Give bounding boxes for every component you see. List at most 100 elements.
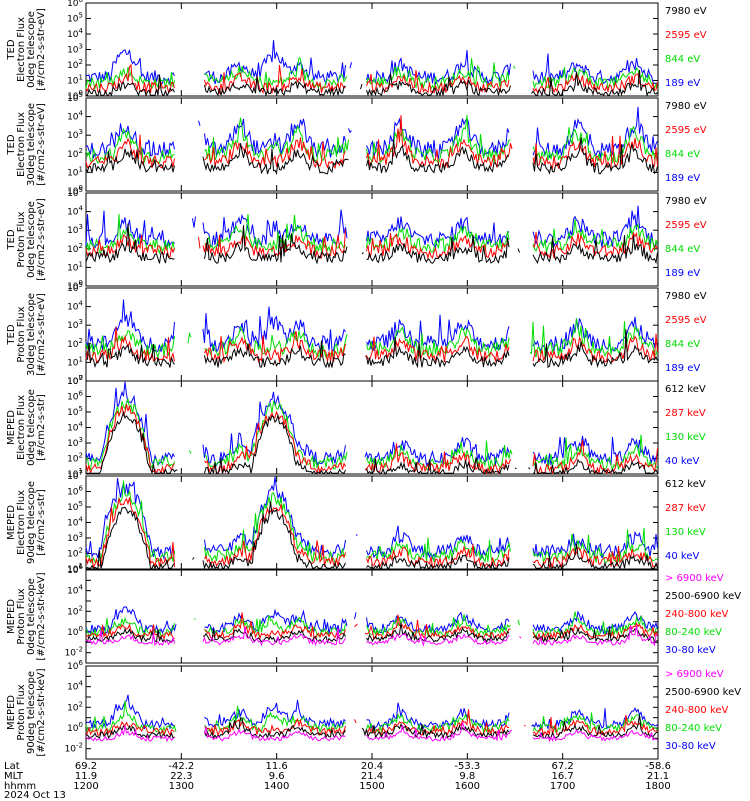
legend-entry: 287 keV	[665, 408, 706, 419]
y-axis-label-line: [#/cm2-s-str-eV]	[36, 293, 47, 376]
y-tick-label: 104	[67, 421, 83, 434]
series-line	[85, 700, 658, 735]
series-line	[85, 137, 658, 175]
y-axis-label-line: Proton Flux	[16, 588, 27, 644]
footer-lat: 20.4	[360, 761, 384, 772]
y-axis-label-line: 0deg telescope	[26, 201, 37, 278]
y-axis-label-line: 0deg telescope	[26, 11, 37, 88]
y-tick-label: 100	[67, 721, 83, 734]
y-axis-label-line: 0deg telescope	[26, 578, 37, 655]
y-axis-label-line: Electron Flux	[16, 395, 27, 460]
footer-hhmm: 1700	[549, 781, 576, 792]
series-line	[85, 497, 658, 570]
y-axis-label-line: TED	[6, 229, 17, 250]
series-line	[85, 722, 658, 743]
series-line	[85, 40, 658, 86]
y-axis-label-line: [#/cm2-s-str]	[36, 394, 47, 461]
y-axis-label-line: 0deg telescope	[26, 389, 37, 466]
y-tick-label: 101	[67, 355, 83, 368]
legend-entry: 189 eV	[665, 78, 700, 89]
footer-lat: 69.2	[74, 761, 98, 772]
series-line	[85, 709, 658, 737]
series-line	[85, 57, 658, 91]
footer-mlt: 9.6	[268, 771, 285, 782]
series-line	[85, 606, 658, 636]
series-line	[85, 299, 658, 354]
series-line	[86, 410, 658, 475]
footer-mlt: 21.1	[646, 771, 670, 782]
footer-column: 69.2 11.9 1200	[66, 762, 106, 792]
legend-entry: 2595 eV	[665, 125, 707, 136]
y-tick-label: 102	[67, 147, 83, 160]
footer-lat: 67.2	[551, 761, 574, 772]
series-line	[85, 205, 658, 249]
legend-entry: 2595 eV	[665, 30, 707, 41]
y-axis-label-line: 90deg telescope	[26, 481, 37, 564]
y-axis-label-line: TED	[6, 134, 17, 155]
legend-entry: 2500-6900 keV	[665, 591, 741, 602]
series-line	[85, 625, 658, 648]
series-line	[85, 501, 658, 570]
panel-frame	[85, 569, 659, 664]
y-tick-label: 106	[67, 659, 83, 672]
footer-hhmm: 1300	[168, 781, 195, 792]
series-line	[85, 381, 658, 467]
y-tick-label: 102	[67, 337, 83, 350]
y-tick-label: 107	[67, 374, 83, 387]
legend-entry: > 6900 keV	[665, 669, 724, 680]
y-tick-label: 101	[67, 165, 83, 178]
footer-lat: 11.6	[265, 761, 288, 772]
series-line	[85, 115, 658, 170]
legend-entry: > 6900 keV	[665, 573, 724, 584]
y-axis-label-line: [#/cm2-s-str]	[36, 489, 47, 556]
y-tick-label: 104	[67, 205, 83, 218]
legend-entry: 2500-6900 keV	[665, 687, 741, 698]
legend-entry: 2595 eV	[665, 220, 707, 231]
legend-entry: 30-80 keV	[665, 645, 716, 656]
footer-mlt: 11.9	[74, 771, 98, 782]
y-axis-label-line: MEPED	[6, 599, 17, 634]
y-tick-label: 104	[67, 516, 83, 529]
series-line	[85, 714, 658, 740]
series-line	[85, 229, 658, 260]
y-axis-label-line: Proton Flux	[16, 306, 27, 362]
legend-entry: 7980 eV	[665, 196, 707, 207]
y-tick-label: 103	[67, 128, 83, 141]
y-axis-label-line: MEPED	[6, 505, 17, 540]
footer-row-label-mlt: MLT	[4, 771, 23, 782]
footer-column: 20.4 21.4 1500	[352, 762, 392, 792]
legend-entry: 189 eV	[665, 173, 700, 184]
legend-entry: 40 keV	[665, 456, 699, 467]
y-tick-label: 101	[67, 74, 83, 87]
y-axis-label-line: [#/cm2-s-str-eV]	[36, 198, 47, 281]
y-tick-label: 102	[67, 242, 83, 255]
y-tick-label: 101	[67, 260, 83, 273]
y-axis-label-line: Proton Flux	[16, 211, 27, 267]
y-tick-label: 10-2	[65, 742, 83, 755]
legend-entry: 844 eV	[665, 149, 700, 160]
footer-row-label-lat: Lat	[4, 761, 20, 772]
footer-mlt: 22.3	[170, 771, 193, 782]
footer-hhmm: 1800	[645, 781, 671, 792]
y-axis-label-line: [#/cm2-s-str-keV]	[36, 572, 47, 660]
y-tick-label: 106	[67, 390, 83, 403]
series-line	[85, 404, 658, 476]
legend-entry: 7980 eV	[665, 6, 707, 17]
footer-column: 67.2 16.7 1700	[543, 762, 583, 792]
y-tick-label: 10-2	[65, 646, 83, 659]
footer-mlt: 9.8	[459, 771, 476, 782]
footer-column: -58.6 21.1 1800	[638, 762, 678, 792]
y-tick-label: 105	[67, 500, 83, 513]
footer-lat: -58.6	[645, 761, 671, 772]
series-line	[85, 318, 658, 359]
legend-entry: 612 keV	[665, 479, 706, 490]
y-tick-label: 104	[67, 584, 83, 597]
y-axis-label-line: Proton Flux	[16, 684, 27, 740]
y-tick-label: 105	[67, 12, 83, 25]
series-line	[86, 69, 658, 97]
y-tick-label: 103	[67, 531, 83, 544]
footer-column: -42.2 22.3 1300	[161, 762, 201, 792]
